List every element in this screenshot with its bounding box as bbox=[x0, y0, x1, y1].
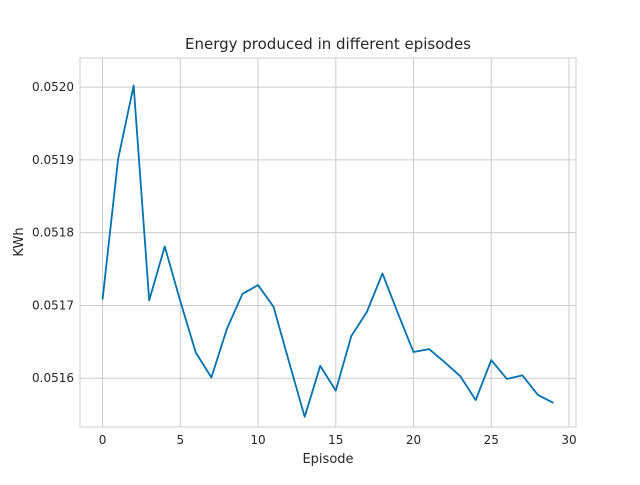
x-tick-label: 20 bbox=[406, 433, 421, 447]
y-tick-label: 0.0518 bbox=[32, 226, 74, 240]
chart-title: Energy produced in different episodes bbox=[185, 35, 471, 53]
energy-series-line bbox=[103, 86, 554, 417]
series-layer bbox=[103, 86, 554, 417]
x-tick-label: 15 bbox=[328, 433, 343, 447]
x-axis-label: Episode bbox=[302, 452, 353, 467]
x-tick-label: 5 bbox=[176, 433, 184, 447]
x-tick-label: 10 bbox=[250, 433, 265, 447]
y-tick-label: 0.0517 bbox=[32, 298, 74, 312]
y-tick-label: 0.0519 bbox=[32, 153, 74, 167]
y-tick-label: 0.0516 bbox=[32, 371, 74, 385]
x-tick-label: 0 bbox=[99, 433, 107, 447]
x-tick-labels: 0 5 10 15 20 25 30 bbox=[99, 433, 577, 447]
y-tick-label: 0.0520 bbox=[32, 80, 74, 94]
x-tick-label: 30 bbox=[561, 433, 576, 447]
y-axis-label: KWh bbox=[12, 227, 27, 256]
x-tick-label: 25 bbox=[484, 433, 499, 447]
y-tick-labels: 0.0516 0.0517 0.0518 0.0519 0.0520 bbox=[32, 80, 74, 385]
